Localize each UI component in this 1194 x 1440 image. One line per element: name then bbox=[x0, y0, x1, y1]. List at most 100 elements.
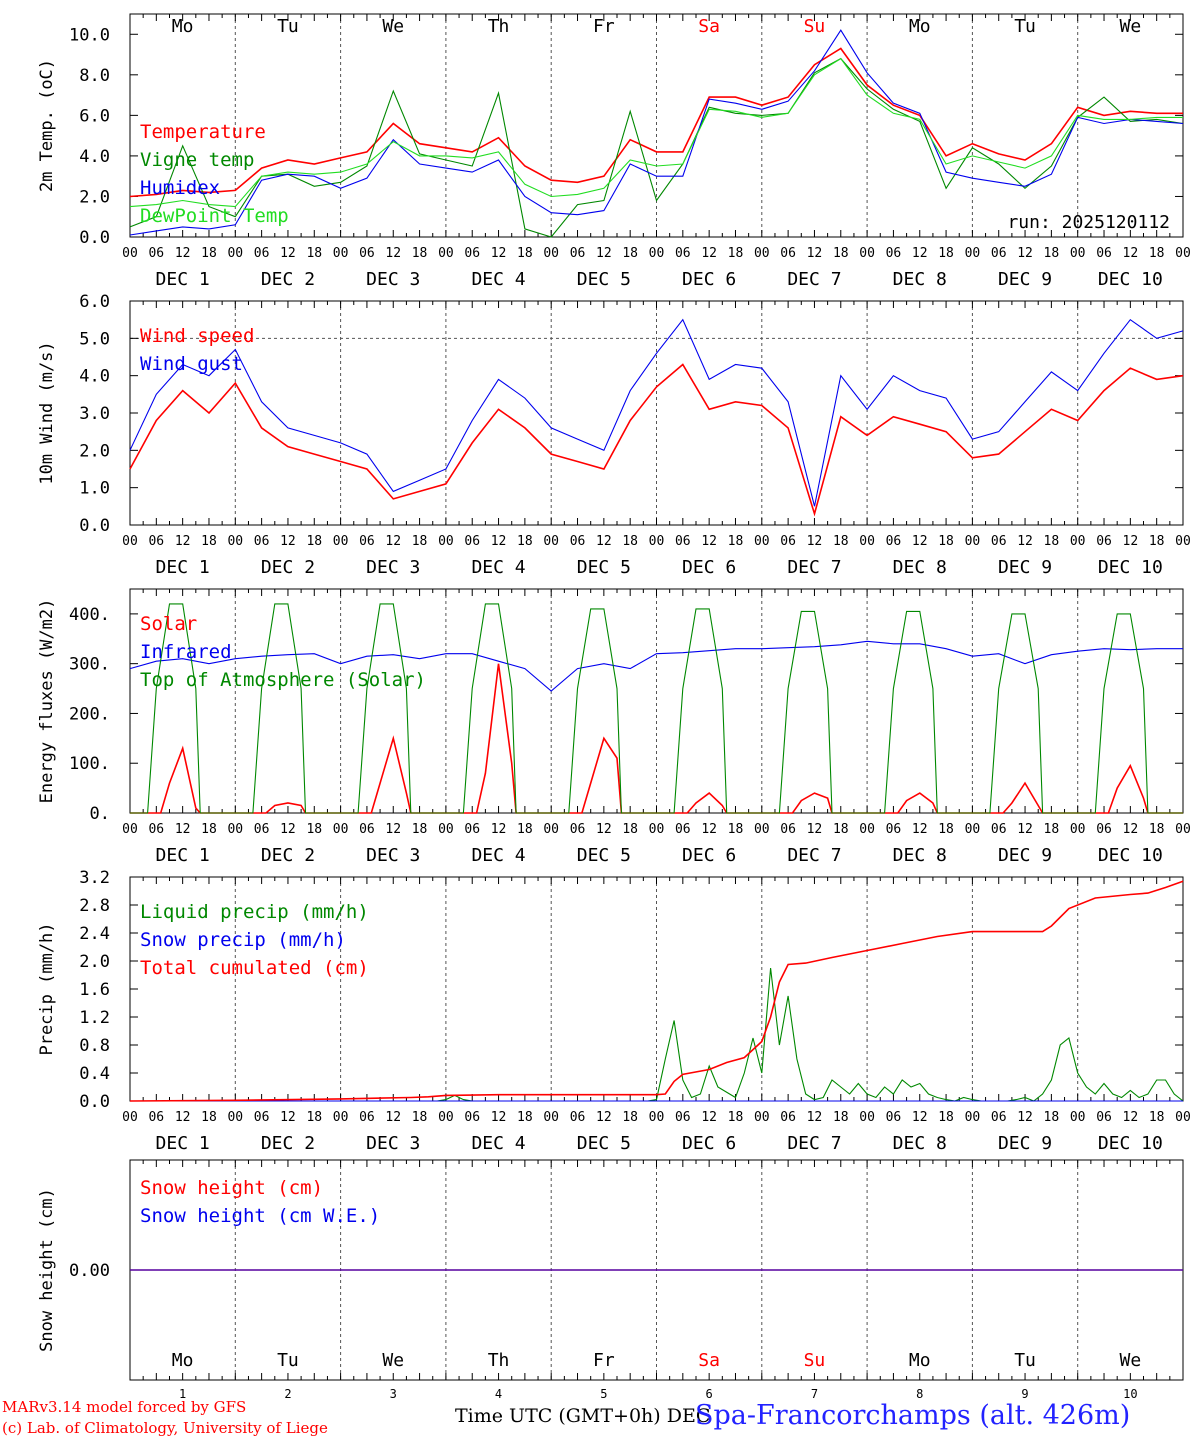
hour-tick-label: 00 bbox=[438, 246, 454, 261]
series-top-of-atmosphere-solar- bbox=[130, 603, 1183, 814]
date-label: DEC 4 bbox=[471, 557, 525, 578]
weekday-label: Th bbox=[488, 16, 510, 37]
hour-tick-label: 00 bbox=[649, 246, 665, 261]
hour-tick-label: 12 bbox=[280, 246, 296, 261]
hour-tick-label: 12 bbox=[701, 1110, 717, 1125]
y-tick-label: 0.8 bbox=[79, 1036, 110, 1056]
date-label: DEC 6 bbox=[682, 1133, 736, 1154]
date-label: DEC 3 bbox=[366, 845, 420, 866]
station-name: Spa-Francorchamps (alt. 426m) bbox=[695, 1400, 1131, 1431]
y-tick-label: 0.4 bbox=[79, 1064, 110, 1084]
hour-tick-label: 18 bbox=[306, 534, 322, 549]
hour-tick-label: 12 bbox=[807, 1110, 823, 1125]
hour-tick-label: 18 bbox=[306, 822, 322, 837]
series-temperature bbox=[129, 47, 1183, 198]
hour-tick-label: 00 bbox=[649, 1110, 665, 1125]
weekday-label: Fr bbox=[593, 16, 615, 37]
y-tick-label: 100. bbox=[69, 754, 110, 774]
day-number-label: 1 bbox=[179, 1387, 186, 1401]
hour-tick-label: 18 bbox=[728, 246, 744, 261]
hour-tick-label: 12 bbox=[807, 822, 823, 837]
hour-tick-label: 06 bbox=[464, 246, 480, 261]
y-axis-label: 2m Temp. (oC) bbox=[37, 59, 57, 192]
series-infrared bbox=[129, 640, 1183, 692]
y-tick-label: 1.2 bbox=[79, 1008, 110, 1028]
hour-tick-label: 06 bbox=[1096, 246, 1112, 261]
legend-entry: Snow height (cm W.E.) bbox=[140, 1205, 380, 1227]
hour-tick-label: 18 bbox=[201, 1110, 217, 1125]
hour-tick-label: 00 bbox=[1175, 246, 1191, 261]
hour-tick-label: 00 bbox=[1175, 534, 1191, 549]
plot-frame bbox=[129, 300, 1184, 526]
hour-tick-label: 18 bbox=[1149, 822, 1165, 837]
series-total-cumulated-cm- bbox=[129, 880, 1184, 1102]
date-label: DEC 3 bbox=[366, 1133, 420, 1154]
hour-tick-label: 06 bbox=[254, 822, 270, 837]
hour-tick-label: 18 bbox=[622, 1110, 638, 1125]
hour-tick-label: 12 bbox=[596, 246, 612, 261]
day-number-label: 7 bbox=[811, 1387, 818, 1401]
y-tick-label: 5.0 bbox=[79, 329, 110, 349]
y-tick-label: 2.0 bbox=[79, 441, 110, 461]
hour-tick-label: 12 bbox=[385, 822, 401, 837]
hour-tick-label: 00 bbox=[543, 1110, 559, 1125]
weekday-label: We bbox=[382, 16, 404, 37]
hour-tick-label: 12 bbox=[175, 822, 191, 837]
hour-tick-label: 18 bbox=[833, 534, 849, 549]
date-label: DEC 1 bbox=[156, 1133, 210, 1154]
y-tick-label: 0.0 bbox=[79, 228, 110, 248]
date-label: DEC 3 bbox=[366, 269, 420, 290]
hour-tick-label: 00 bbox=[859, 1110, 875, 1125]
panel-wind: 0.0 1.0 2.0 3.0 4.0 5.0 6.0 10m Wind (m/s) Wind … bbox=[37, 292, 1191, 578]
day-number-label: 4 bbox=[495, 1387, 502, 1401]
hour-tick-label: 06 bbox=[675, 246, 691, 261]
y-tick-label: 1.0 bbox=[79, 479, 110, 499]
hour-tick-label: 18 bbox=[1149, 246, 1165, 261]
date-label: DEC 4 bbox=[471, 1133, 525, 1154]
panel-snow: 0.00 Snow height (cm) Snow height (cm) Snow… bbox=[37, 1159, 1184, 1401]
hour-tick-label: 18 bbox=[622, 822, 638, 837]
hour-tick-label: 12 bbox=[385, 246, 401, 261]
hour-tick-label: 18 bbox=[728, 822, 744, 837]
hour-tick-label: 00 bbox=[227, 822, 243, 837]
y-axis-label: Snow height (cm) bbox=[37, 1188, 57, 1352]
hour-tick-label: 06 bbox=[254, 534, 270, 549]
date-label: DEC 2 bbox=[261, 557, 315, 578]
hour-tick-label: 12 bbox=[596, 1110, 612, 1125]
hour-tick-label: 12 bbox=[807, 534, 823, 549]
panel-precip: 0.0 0.4 0.8 1.2 1.6 2.0 2.4 2.8 3.2 Precip (mm/h)… bbox=[37, 868, 1191, 1154]
hour-tick-label: 06 bbox=[254, 246, 270, 261]
hour-tick-label: 06 bbox=[991, 1110, 1007, 1125]
hour-tick-label: 00 bbox=[754, 246, 770, 261]
hour-tick-label: 18 bbox=[517, 1110, 533, 1125]
date-label: DEC 7 bbox=[787, 1133, 841, 1154]
legend-entry: Total cumulated (cm) bbox=[140, 957, 369, 979]
y-tick-label: 0. bbox=[90, 804, 110, 824]
hour-tick-label: 18 bbox=[622, 534, 638, 549]
date-label: DEC 8 bbox=[893, 845, 947, 866]
hour-tick-label: 00 bbox=[227, 1110, 243, 1125]
hour-tick-label: 00 bbox=[333, 822, 349, 837]
hour-tick-label: 18 bbox=[201, 534, 217, 549]
hour-tick-label: 00 bbox=[122, 1110, 138, 1125]
hour-tick-label: 06 bbox=[991, 246, 1007, 261]
hour-tick-label: 18 bbox=[306, 1110, 322, 1125]
hour-tick-label: 18 bbox=[201, 246, 217, 261]
series-wind-gust bbox=[129, 318, 1184, 507]
date-label: DEC 6 bbox=[682, 269, 736, 290]
hour-tick-label: 00 bbox=[649, 534, 665, 549]
y-axis-label: Energy fluxes (W/m2) bbox=[37, 599, 57, 804]
hour-tick-label: 00 bbox=[649, 822, 665, 837]
legend-entry: DewPoint Temp bbox=[140, 205, 289, 227]
hour-tick-label: 18 bbox=[1044, 246, 1060, 261]
date-label: DEC 1 bbox=[156, 557, 210, 578]
date-label: DEC 8 bbox=[893, 1133, 947, 1154]
hour-tick-label: 00 bbox=[1175, 822, 1191, 837]
weekday-label: We bbox=[1120, 16, 1142, 37]
hour-tick-label: 06 bbox=[359, 822, 375, 837]
hour-tick-label: 00 bbox=[543, 822, 559, 837]
date-label: DEC 1 bbox=[156, 269, 210, 290]
date-label: DEC 7 bbox=[787, 845, 841, 866]
date-label: DEC 1 bbox=[156, 845, 210, 866]
